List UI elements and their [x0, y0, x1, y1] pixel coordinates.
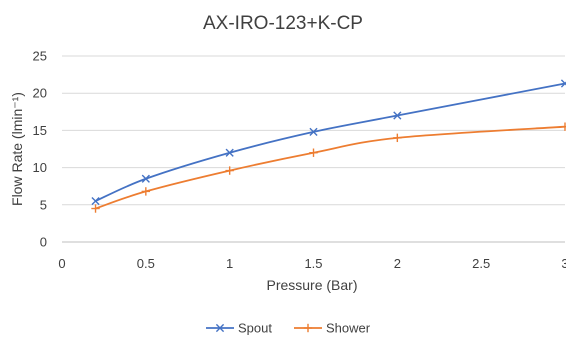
legend-label: Spout	[238, 321, 272, 336]
data-point-marker	[215, 323, 225, 333]
series-shower	[91, 122, 566, 213]
data-point-marker	[560, 81, 566, 88]
data-point-marker	[393, 111, 402, 120]
data-series	[91, 79, 566, 213]
chart-title: AX-IRO-123+K-CP	[203, 13, 363, 34]
legend-item-spout: Spout	[206, 321, 272, 336]
data-point-marker	[309, 127, 318, 136]
y-tick-label: 5	[40, 197, 47, 212]
legend-label: Shower	[326, 321, 371, 336]
legend-item-shower: Shower	[294, 321, 371, 336]
x-tick-label: 0.5	[137, 256, 155, 271]
grid-lines	[62, 55, 565, 206]
series-spout	[91, 79, 566, 206]
x-tick-label: 3	[561, 256, 566, 271]
x-tick-label: 2	[394, 256, 401, 271]
y-tick-label: 20	[33, 86, 47, 101]
series-line	[95, 82, 566, 202]
x-axis-title: Pressure (Bar)	[266, 277, 357, 293]
y-tick-label: 0	[40, 235, 47, 250]
legend: Spout Shower	[206, 321, 371, 336]
x-tick-label: 0	[58, 256, 65, 271]
axes: 0 5 10 15 20 25 0 0.5 1 1.5 2 2.5 3	[33, 49, 566, 272]
x-tick-label: 1	[226, 256, 233, 271]
y-tick-label: 10	[33, 160, 47, 175]
y-axis-title: Flow Rate (lmin⁻¹)	[9, 92, 25, 206]
data-point-marker	[91, 196, 100, 206]
x-tick-label: 1.5	[304, 256, 322, 271]
x-tick-label: 2.5	[472, 256, 490, 271]
data-point-marker	[141, 174, 150, 183]
y-tick-label: 25	[33, 49, 47, 64]
data-point-marker	[225, 148, 234, 157]
y-tick-label: 15	[33, 123, 47, 138]
